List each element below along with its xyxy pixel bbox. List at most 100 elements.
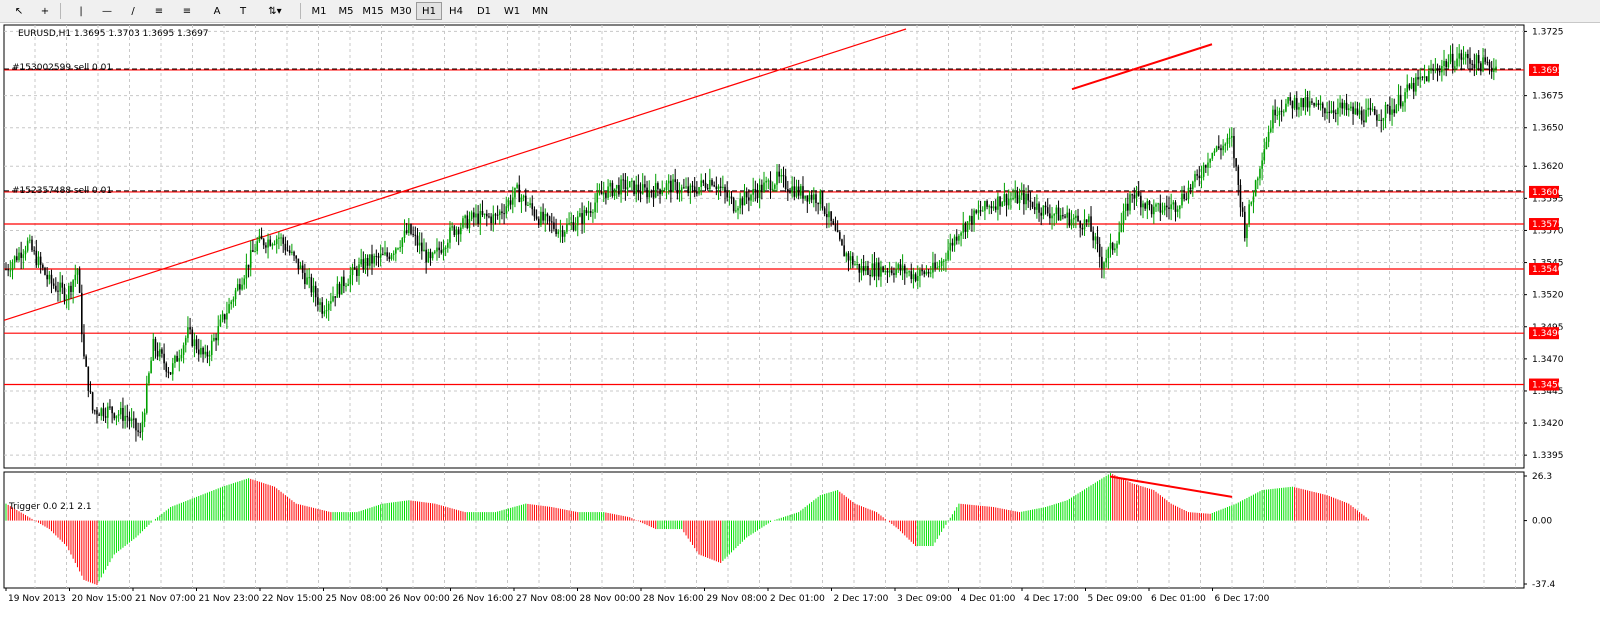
candle-body: [269, 239, 272, 246]
candle-body: [1170, 204, 1172, 210]
horizontal-line-icon[interactable]: —: [102, 5, 112, 17]
candle-body: [1166, 205, 1168, 208]
candle-body: [360, 259, 362, 265]
candle-body: [1304, 97, 1307, 108]
timeframe-w1-button[interactable]: W1: [503, 5, 521, 17]
candle-body: [1075, 215, 1077, 219]
candle-body: [1460, 53, 1463, 60]
candle-body: [317, 297, 319, 305]
candle-body: [646, 187, 648, 198]
candle-body: [659, 189, 661, 195]
candle-body: [135, 418, 137, 431]
candle-body: [841, 239, 843, 246]
candle-body: [680, 187, 683, 193]
candle-body: [59, 282, 61, 292]
candle-body: [414, 234, 417, 236]
candle-body: [854, 264, 856, 266]
arrows-icon[interactable]: ⇅▾: [268, 5, 282, 17]
candle-body: [1049, 213, 1051, 219]
candle-body: [945, 259, 947, 261]
candle-body: [1458, 53, 1460, 59]
candle-body: [260, 235, 263, 240]
candle-body: [403, 230, 406, 238]
text-label-icon[interactable]: T: [239, 5, 247, 17]
candle-body: [1334, 112, 1337, 115]
candle-body: [343, 276, 345, 287]
chart-area[interactable]: 1.3725 1.3675 1.3650 1.3620 1.3595 1.3570 1.35…: [0, 23, 1600, 622]
text-icon[interactable]: A: [213, 5, 221, 17]
candle-body: [1003, 194, 1006, 203]
candle-body: [1202, 165, 1205, 177]
candle-body: [1311, 101, 1313, 103]
candle-body: [1272, 109, 1274, 129]
candle-body: [936, 267, 939, 269]
candle-body: [1363, 120, 1365, 123]
crosshair-icon[interactable]: +: [40, 5, 50, 17]
equidistant-channel-icon[interactable]: ≡: [154, 5, 164, 17]
level-price-box: [1529, 327, 1559, 340]
candle-body: [979, 210, 982, 212]
candle-body: [542, 211, 544, 221]
candle-body: [96, 410, 98, 415]
candle-body: [334, 296, 336, 298]
vertical-line-icon[interactable]: |: [79, 5, 83, 17]
candle-body: [810, 194, 813, 200]
candle-body: [1248, 204, 1250, 225]
candle-body: [782, 175, 785, 177]
timeframe-h1-button[interactable]: H1: [416, 2, 442, 20]
fibonacci-icon[interactable]: ≡: [182, 5, 192, 17]
timeframe-m5-button[interactable]: M5: [338, 5, 354, 17]
candle-body: [990, 206, 993, 209]
candle-body: [1010, 198, 1012, 200]
cursor-icon[interactable]: ↖: [14, 5, 24, 17]
candle-body: [1118, 232, 1120, 244]
candle-body: [966, 221, 969, 232]
candle-body: [583, 210, 586, 224]
price-tick-label: 1.3470: [1532, 355, 1564, 365]
timeframe-h4-button[interactable]: H4: [449, 5, 463, 17]
candle-body: [709, 180, 711, 190]
candle-body: [683, 187, 685, 189]
price-chart-svg[interactable]: 1.37251.36751.36501.36201.35951.35701.35…: [0, 23, 1600, 622]
candle-body: [1328, 111, 1331, 113]
time-tick-label: 3 Dec 09:00: [897, 594, 952, 604]
timeframe-m1-button[interactable]: M1: [311, 5, 327, 17]
candle-body: [1185, 199, 1188, 201]
timeframe-d1-button[interactable]: D1: [476, 5, 492, 17]
candle-body: [1337, 107, 1339, 115]
candle-body: [1066, 212, 1068, 218]
candle-body: [288, 250, 291, 253]
candle-body: [977, 210, 980, 213]
candle-body: [61, 282, 64, 288]
level-price-box: [1529, 378, 1559, 391]
candle-body: [693, 186, 696, 192]
candle-body: [1408, 84, 1411, 89]
trendline-icon[interactable]: /: [131, 5, 135, 17]
timeframe-mn-button[interactable]: MN: [531, 5, 549, 17]
candle-body: [392, 253, 395, 255]
candle-body: [566, 224, 568, 232]
timeframe-m30-button[interactable]: M30: [390, 5, 412, 17]
candle-body: [531, 203, 534, 210]
candle-body: [596, 192, 599, 203]
candle-body: [661, 191, 664, 195]
candle-body: [962, 223, 965, 233]
candle-body: [641, 184, 644, 194]
candle-body: [674, 179, 677, 182]
candle-body: [960, 232, 962, 236]
candle-body: [587, 211, 590, 214]
candle-body: [126, 415, 129, 418]
candle-body: [730, 196, 733, 199]
candle-body: [434, 251, 436, 253]
candle-body: [1358, 110, 1361, 115]
candle-body: [787, 189, 789, 192]
candle-body: [154, 338, 157, 351]
candle-body: [1044, 205, 1047, 208]
trendline-divergence: [1071, 43, 1213, 91]
candle-body: [91, 392, 94, 411]
candle-body: [1482, 57, 1484, 72]
candle-body: [1040, 212, 1043, 216]
candle-body: [1347, 108, 1350, 111]
candle-body: [687, 186, 689, 194]
timeframe-m15-button[interactable]: M15: [362, 5, 384, 17]
